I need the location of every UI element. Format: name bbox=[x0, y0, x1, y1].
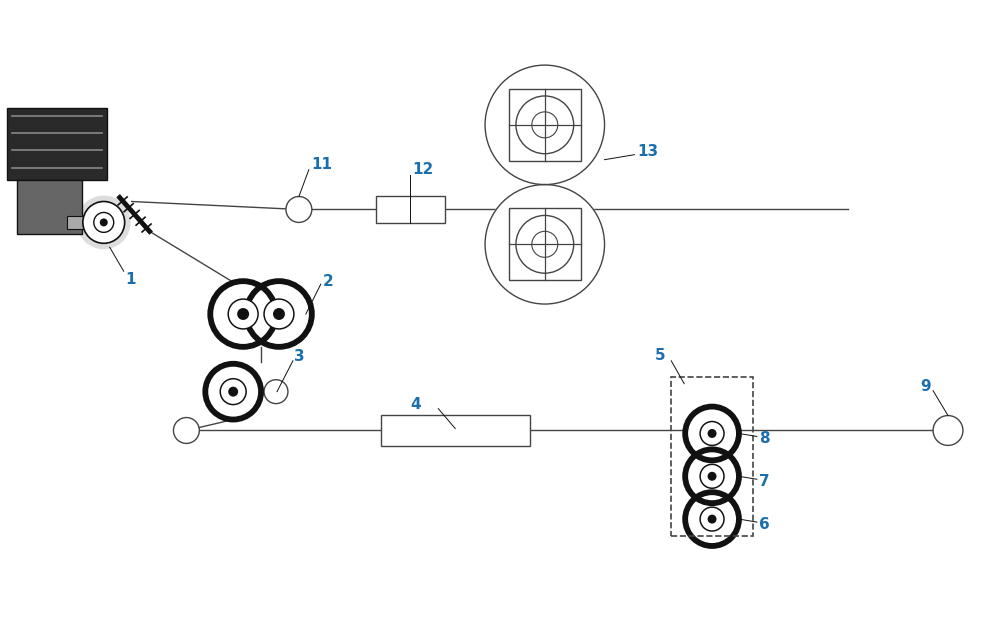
Bar bbox=[509, 208, 581, 280]
Circle shape bbox=[264, 299, 294, 329]
Circle shape bbox=[700, 421, 724, 445]
Bar bbox=[7, 108, 107, 180]
Text: 2: 2 bbox=[323, 274, 334, 289]
Circle shape bbox=[700, 464, 724, 488]
Text: 1: 1 bbox=[126, 272, 136, 287]
Bar bbox=[376, 196, 445, 223]
Circle shape bbox=[273, 308, 285, 320]
Circle shape bbox=[685, 493, 739, 546]
Text: 5: 5 bbox=[654, 348, 665, 364]
Circle shape bbox=[210, 281, 276, 347]
Text: 4: 4 bbox=[410, 397, 421, 412]
Circle shape bbox=[228, 387, 238, 397]
Bar bbox=[671, 377, 753, 536]
Circle shape bbox=[94, 213, 114, 232]
Circle shape bbox=[685, 406, 739, 460]
Bar bbox=[509, 89, 581, 160]
Circle shape bbox=[700, 507, 724, 531]
Text: 11: 11 bbox=[311, 157, 332, 172]
Bar bbox=[67, 216, 119, 230]
Circle shape bbox=[100, 218, 108, 226]
Text: 3: 3 bbox=[294, 349, 305, 364]
Circle shape bbox=[485, 65, 605, 184]
Circle shape bbox=[708, 472, 717, 481]
Text: 12: 12 bbox=[412, 162, 434, 177]
Circle shape bbox=[237, 308, 249, 320]
Circle shape bbox=[246, 281, 312, 347]
Circle shape bbox=[83, 201, 125, 243]
Circle shape bbox=[228, 299, 258, 329]
Text: 8: 8 bbox=[759, 431, 769, 446]
Circle shape bbox=[205, 364, 261, 420]
Text: 6: 6 bbox=[759, 516, 770, 532]
Bar bbox=[381, 415, 530, 447]
Circle shape bbox=[685, 449, 739, 503]
Circle shape bbox=[286, 196, 312, 223]
Circle shape bbox=[485, 184, 605, 304]
Circle shape bbox=[264, 380, 288, 404]
Circle shape bbox=[77, 196, 131, 249]
Text: 13: 13 bbox=[637, 144, 659, 159]
Circle shape bbox=[933, 416, 963, 445]
Circle shape bbox=[708, 429, 717, 438]
Bar bbox=[17, 180, 82, 235]
Circle shape bbox=[173, 418, 199, 443]
Text: 9: 9 bbox=[920, 379, 931, 394]
Text: 7: 7 bbox=[759, 474, 769, 489]
Circle shape bbox=[708, 515, 717, 523]
Circle shape bbox=[220, 379, 246, 404]
